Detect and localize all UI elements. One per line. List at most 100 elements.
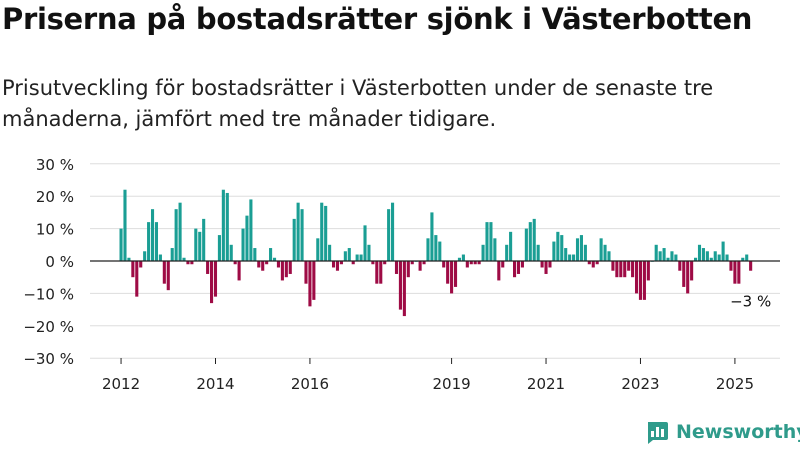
bar: [292, 218, 296, 261]
bar: [737, 261, 741, 284]
bar: [579, 235, 583, 261]
bar: [493, 238, 497, 261]
bar: [119, 228, 123, 261]
newsworthy-logo[interactable]: Newsworthy: [645, 420, 800, 444]
bar: [457, 257, 462, 261]
bar: [497, 261, 501, 281]
bar: [225, 192, 229, 261]
bar: [371, 261, 375, 265]
bar: [150, 209, 155, 261]
bar: [446, 261, 450, 284]
bar: [709, 257, 713, 261]
bar: [544, 261, 548, 274]
bar: [453, 261, 458, 287]
bar: [418, 261, 422, 271]
bar: [269, 248, 273, 261]
bar: [158, 254, 162, 261]
bar: [174, 209, 178, 261]
bar: [749, 261, 753, 271]
bar: [583, 244, 587, 261]
bar: [509, 231, 513, 261]
bar: [469, 261, 473, 265]
bar: [603, 244, 607, 261]
bar: [505, 244, 509, 261]
bar: [198, 231, 202, 261]
bar: [520, 261, 524, 268]
bar: [591, 261, 595, 268]
bar: [391, 202, 395, 261]
bar: [654, 244, 658, 261]
bar: [162, 261, 166, 284]
bar: [438, 241, 442, 261]
bar: [288, 261, 292, 274]
bar: [536, 244, 540, 261]
bar: [296, 202, 300, 261]
bar: [245, 215, 249, 261]
bar: [442, 261, 446, 268]
bar: [202, 218, 206, 261]
bar: [335, 261, 340, 271]
bar: [697, 244, 702, 261]
bar: [524, 228, 528, 261]
bar: [473, 261, 477, 265]
bar: [430, 212, 434, 261]
bar: [143, 251, 147, 261]
bar: [658, 251, 662, 261]
last-value-label: −3 %: [730, 293, 771, 311]
bar: [123, 189, 127, 261]
bar: [190, 261, 194, 265]
bar: [489, 222, 493, 261]
bar: [485, 222, 489, 261]
bar: [705, 251, 709, 261]
bar: [741, 257, 745, 261]
bar: [745, 254, 749, 261]
bar: [351, 261, 355, 265]
bar: [607, 251, 611, 261]
bar: [300, 209, 304, 261]
chart-title: Priserna på bostadsrätter sjönk i Väster…: [2, 2, 753, 36]
bar: [560, 235, 564, 261]
bar: [347, 248, 351, 261]
bar: [619, 261, 623, 278]
bar: [139, 261, 143, 268]
bar: [717, 254, 721, 261]
bar: [713, 251, 717, 261]
bar: [135, 261, 139, 297]
bar: [261, 261, 265, 271]
bar: [646, 261, 650, 281]
bar: [434, 235, 438, 261]
bar: [410, 261, 414, 265]
y-tick-label: 20 %: [36, 188, 74, 206]
bar: [186, 261, 190, 265]
bar: [481, 244, 485, 261]
y-tick-label: 0 %: [45, 253, 74, 271]
bar: [367, 244, 371, 261]
bar: [233, 261, 237, 265]
bar: [674, 254, 678, 261]
bar: [572, 254, 576, 261]
bar: [406, 261, 410, 278]
bar: [725, 254, 729, 261]
bar: [257, 261, 261, 268]
bar: [599, 238, 603, 261]
x-tick-label: 2019: [432, 375, 470, 393]
bar: [513, 261, 517, 278]
bar: [284, 261, 288, 278]
bar: [532, 218, 536, 261]
bar: [339, 261, 343, 265]
bar: [343, 251, 347, 261]
bar: [375, 261, 379, 284]
bar: [548, 261, 552, 268]
bar: [308, 261, 312, 307]
newsworthy-icon: [648, 422, 668, 444]
y-tick-label: −10 %: [23, 285, 74, 303]
bar: [355, 254, 359, 261]
bar: [178, 202, 182, 261]
bar: [461, 254, 465, 261]
bar: [477, 261, 481, 265]
bar: [328, 244, 332, 261]
bar: [276, 261, 280, 268]
bar: [556, 231, 560, 261]
bar: [638, 261, 643, 300]
bar: [154, 222, 159, 261]
